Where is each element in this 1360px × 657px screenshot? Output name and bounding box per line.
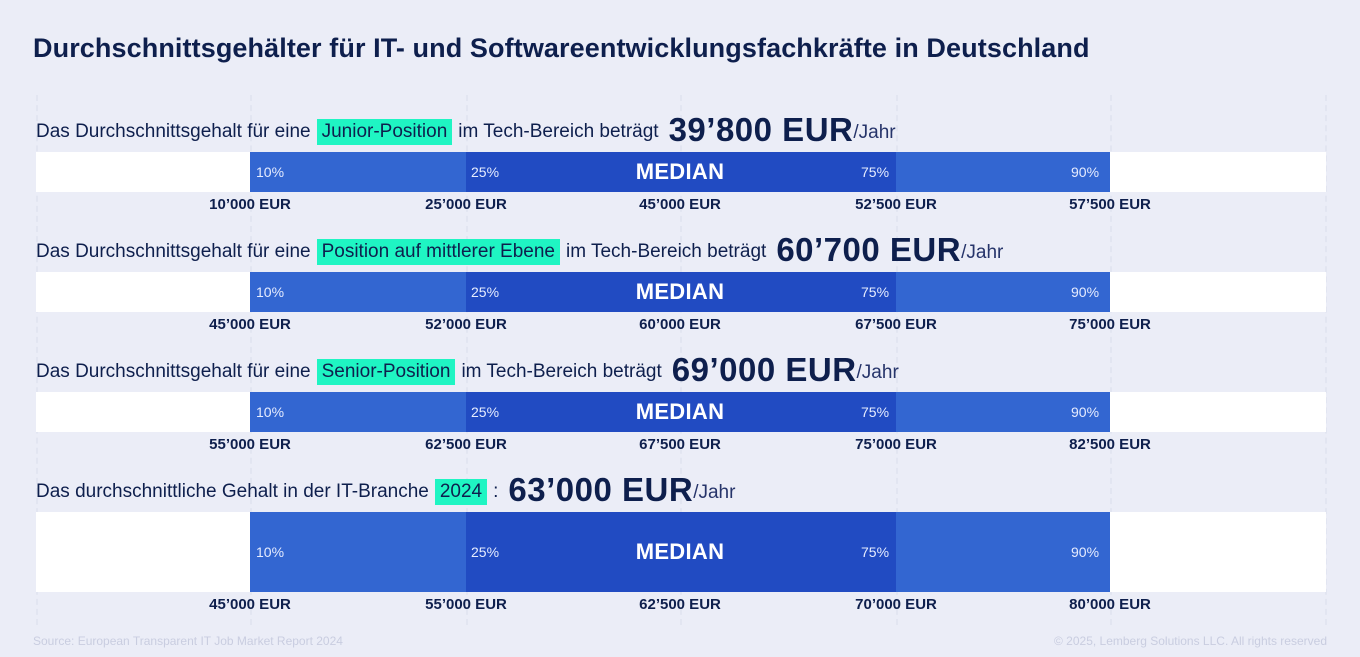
- headline-highlight: 2024: [434, 479, 488, 505]
- tick-p90: 57’500 EUR: [1069, 196, 1151, 213]
- label-p25: 25%: [471, 284, 500, 300]
- tick-median: 45’000 EUR: [639, 196, 721, 213]
- label-p75: 75%: [861, 544, 890, 560]
- average-amount: 60’700 EUR: [776, 231, 962, 268]
- tick-p75: 52’500 EUR: [855, 196, 937, 213]
- percentile-bar: 10% 25% MEDIAN 75% 90%: [36, 392, 1326, 432]
- gridline: [250, 95, 252, 625]
- segment-p75-p90: [896, 392, 1110, 432]
- tick-median: 62’500 EUR: [639, 596, 721, 613]
- label-median: MEDIAN: [635, 279, 725, 304]
- tick-p10: 10’000 EUR: [209, 196, 291, 213]
- headline-prefix: Das durchschnittliche Gehalt in der IT-B…: [36, 481, 429, 502]
- segment-p75-p90: [896, 272, 1110, 312]
- label-p25: 25%: [471, 164, 500, 180]
- tick-p25: 25’000 EUR: [425, 196, 507, 213]
- headline-highlight: Junior-Position: [316, 119, 453, 145]
- segment-p75-p90: [896, 152, 1110, 192]
- headline-prefix: Das Durchschnittsgehalt für eine: [36, 241, 311, 262]
- salary-section-senior: Das Durchschnittsgehalt für eine Senior-…: [36, 352, 1326, 457]
- tick-labels: 10’000 EUR 25’000 EUR 45’000 EUR 52’500 …: [36, 196, 1326, 216]
- amount-unit: /Jahr: [856, 362, 899, 383]
- chart-title: Durchschnittsgehälter für IT- und Softwa…: [33, 33, 1090, 63]
- section-headline: Das Durchschnittsgehalt für eine Positio…: [36, 232, 1003, 266]
- section-headline: Das durchschnittliche Gehalt in der IT-B…: [36, 472, 735, 506]
- tick-p25: 62’500 EUR: [425, 436, 507, 453]
- label-p90: 90%: [1071, 164, 1100, 180]
- label-p90: 90%: [1071, 544, 1100, 560]
- tick-p90: 80’000 EUR: [1069, 596, 1151, 613]
- tick-p75: 70’000 EUR: [855, 596, 937, 613]
- gridline: [896, 95, 898, 625]
- label-p10: 10%: [256, 284, 285, 300]
- label-p75: 75%: [861, 284, 890, 300]
- label-median: MEDIAN: [635, 539, 725, 564]
- percentile-bar: 10% 25% MEDIAN 75% 90%: [36, 512, 1326, 592]
- label-p75: 75%: [861, 404, 890, 420]
- tick-p75: 67’500 EUR: [855, 316, 937, 333]
- label-p25: 25%: [471, 544, 500, 560]
- source-note: Source: European Transparent IT Job Mark…: [33, 634, 343, 648]
- segment-p10-p25: [250, 512, 466, 592]
- headline-suffix: :: [493, 481, 499, 502]
- label-p75: 75%: [861, 164, 890, 180]
- label-p25: 25%: [471, 404, 500, 420]
- tick-labels: 55’000 EUR 62’500 EUR 67’500 EUR 75’000 …: [36, 436, 1326, 456]
- segment-p10-p25: [250, 272, 466, 312]
- label-p90: 90%: [1071, 404, 1100, 420]
- percentile-bar: 10% 25% MEDIAN 75% 90%: [36, 152, 1326, 192]
- copyright-note: © 2025, Lemberg Solutions LLC. All right…: [1054, 634, 1327, 648]
- tick-p25: 55’000 EUR: [425, 596, 507, 613]
- tick-labels: 45’000 EUR 52’000 EUR 60’000 EUR 67’500 …: [36, 316, 1326, 336]
- tick-median: 67’500 EUR: [639, 436, 721, 453]
- salary-section-industry: Das durchschnittliche Gehalt in der IT-B…: [36, 472, 1326, 617]
- tick-p10: 45’000 EUR: [209, 596, 291, 613]
- tick-p75: 75’000 EUR: [855, 436, 937, 453]
- average-amount: 39’800 EUR: [668, 111, 854, 148]
- segment-p75-p90: [896, 512, 1110, 592]
- segment-p25-p75: [466, 152, 896, 192]
- segment-p25-p75: [466, 392, 896, 432]
- gridline: [1110, 95, 1112, 625]
- headline-prefix: Das Durchschnittsgehalt für eine: [36, 361, 311, 382]
- percentile-bar: 10% 25% MEDIAN 75% 90%: [36, 272, 1326, 312]
- gridline: [680, 95, 682, 625]
- salary-section-junior: Das Durchschnittsgehalt für eine Junior-…: [36, 112, 1326, 217]
- segment-p10-p25: [250, 392, 466, 432]
- tick-p10: 55’000 EUR: [209, 436, 291, 453]
- label-p10: 10%: [256, 164, 285, 180]
- amount-unit: /Jahr: [961, 242, 1004, 263]
- gridline: [466, 95, 468, 625]
- section-headline: Das Durchschnittsgehalt für eine Junior-…: [36, 112, 896, 146]
- headline-highlight: Position auf mittlerer Ebene: [316, 239, 560, 265]
- amount-unit: /Jahr: [693, 482, 736, 503]
- headline-suffix: im Tech-Bereich beträgt: [461, 361, 662, 382]
- label-p90: 90%: [1071, 284, 1100, 300]
- headline-prefix: Das Durchschnittsgehalt für eine: [36, 121, 311, 142]
- gridline: [36, 95, 38, 625]
- label-median: MEDIAN: [635, 159, 725, 184]
- segment-p25-p75: [466, 272, 896, 312]
- average-amount: 63’000 EUR: [508, 471, 694, 508]
- segment-p10-p25: [250, 152, 466, 192]
- average-amount: 69’000 EUR: [671, 351, 857, 388]
- tick-p10: 45’000 EUR: [209, 316, 291, 333]
- section-headline: Das Durchschnittsgehalt für eine Senior-…: [36, 352, 899, 386]
- amount-unit: /Jahr: [853, 122, 896, 143]
- label-p10: 10%: [256, 544, 285, 560]
- gridline: [1325, 95, 1327, 625]
- label-median: MEDIAN: [635, 399, 725, 424]
- headline-suffix: im Tech-Bereich beträgt: [458, 121, 659, 142]
- tick-p90: 75’000 EUR: [1069, 316, 1151, 333]
- headline-suffix: im Tech-Bereich beträgt: [566, 241, 767, 262]
- label-p10: 10%: [256, 404, 285, 420]
- tick-labels: 45’000 EUR 55’000 EUR 62’500 EUR 70’000 …: [36, 596, 1326, 616]
- tick-p90: 82’500 EUR: [1069, 436, 1151, 453]
- salary-section-mid: Das Durchschnittsgehalt für eine Positio…: [36, 232, 1326, 337]
- tick-p25: 52’000 EUR: [425, 316, 507, 333]
- segment-p25-p75: [466, 512, 896, 592]
- tick-median: 60’000 EUR: [639, 316, 721, 333]
- headline-highlight: Senior-Position: [316, 359, 456, 385]
